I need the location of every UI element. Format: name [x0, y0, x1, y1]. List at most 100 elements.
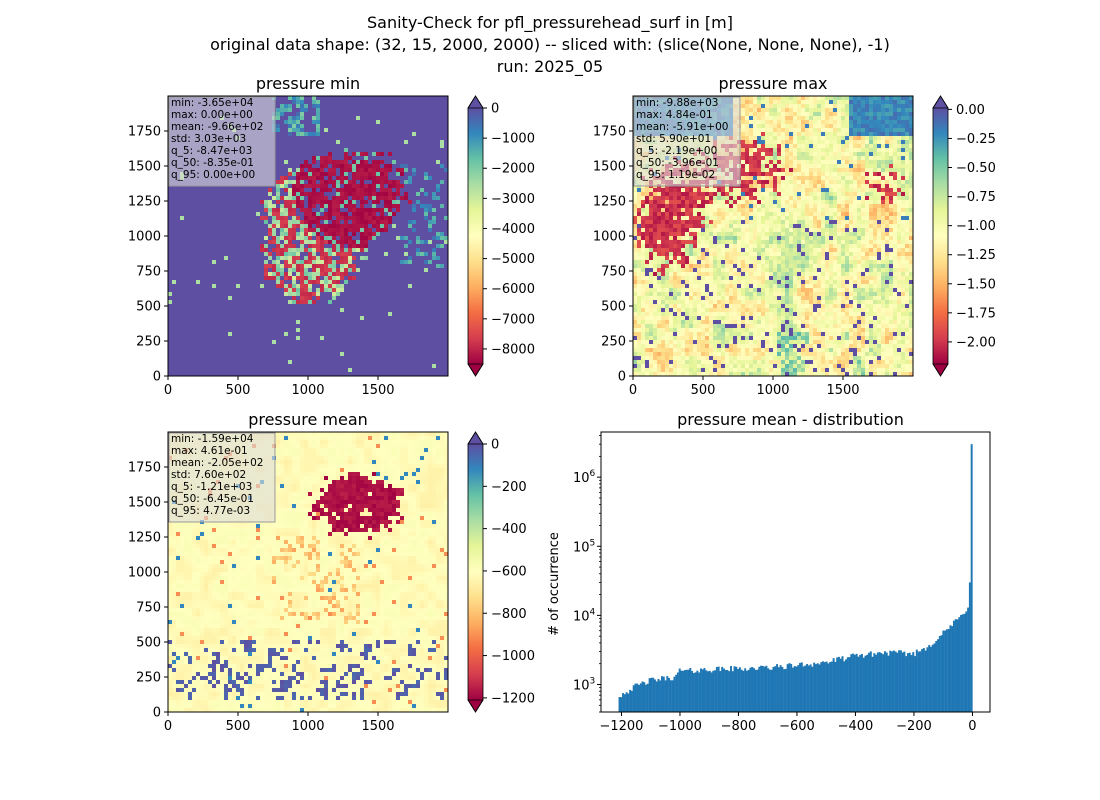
heatmap-cell	[308, 112, 312, 116]
heatmap-cell	[344, 344, 348, 348]
heatmap-cell	[344, 240, 348, 244]
heatmap-cell	[292, 188, 296, 192]
heatmap-cell	[180, 288, 184, 292]
heatmap-cell	[368, 160, 372, 164]
heatmap-cell	[200, 300, 204, 304]
heatmap-cell	[356, 100, 360, 104]
heatmap-cell	[396, 168, 400, 172]
heatmap-cell	[228, 264, 232, 268]
heatmap-cell	[200, 304, 204, 308]
heatmap-cell	[420, 176, 424, 180]
heatmap-cell	[352, 240, 356, 244]
heatmap-cell	[420, 152, 424, 156]
heatmap-cell	[436, 300, 440, 304]
heatmap-cell	[288, 192, 292, 196]
heatmap-cell	[416, 136, 420, 140]
heatmap-cell	[284, 192, 288, 196]
heatmap-cell	[408, 172, 412, 176]
heatmap-cell	[172, 236, 176, 240]
heatmap-cell	[192, 336, 196, 340]
heatmap-cell	[216, 208, 220, 212]
heatmap-cell	[304, 224, 308, 228]
heatmap-cell	[420, 220, 424, 224]
heatmap-cell	[384, 332, 388, 336]
heatmap-cell	[248, 208, 252, 212]
heatmap-cell	[336, 112, 340, 116]
heatmap-cell	[288, 96, 292, 100]
heatmap-cell	[296, 184, 300, 188]
heatmap-cell	[404, 320, 408, 324]
heatmap-cell	[276, 344, 280, 348]
heatmap-cell	[416, 308, 420, 312]
heatmap-cell	[268, 344, 272, 348]
heatmap-cell	[432, 296, 436, 300]
heatmap-cell	[332, 300, 336, 304]
heatmap-cell	[356, 172, 360, 176]
heatmap-cell	[228, 188, 232, 192]
heatmap-cell	[384, 368, 388, 372]
heatmap-cell	[396, 336, 400, 340]
heatmap-cell	[388, 260, 392, 264]
heatmap-cell	[184, 316, 188, 320]
heatmap-cell	[404, 368, 408, 372]
heatmap-cell	[388, 140, 392, 144]
heatmap-cell	[204, 336, 208, 340]
heatmap-cell	[300, 208, 304, 212]
heatmap-cell	[208, 308, 212, 312]
heatmap-cell	[180, 192, 184, 196]
heatmap-cell	[440, 360, 444, 364]
heatmap-cell	[384, 364, 388, 368]
heatmap-cell	[432, 336, 436, 340]
heatmap-cell	[208, 212, 212, 216]
heatmap-cell	[440, 240, 444, 244]
heatmap-cell	[216, 372, 220, 376]
heatmap-cell	[232, 192, 236, 196]
heatmap-cell	[380, 156, 384, 160]
heatmap-cell	[360, 256, 364, 260]
heatmap-cell	[276, 176, 280, 180]
heatmap-cell	[304, 332, 308, 336]
heatmap-cell	[248, 336, 252, 340]
heatmap-cell	[256, 228, 260, 232]
heatmap-cell	[272, 368, 276, 372]
heatmap-cell	[248, 356, 252, 360]
heatmap-cell	[444, 192, 448, 196]
heatmap-cell	[356, 96, 360, 100]
heatmap-cell	[392, 280, 396, 284]
heatmap-cell	[260, 336, 264, 340]
heatmap-cell	[376, 184, 380, 188]
heatmap-cell	[268, 240, 272, 244]
heatmap-cell	[416, 284, 420, 288]
heatmap-cell	[384, 360, 388, 364]
heatmap-cell	[348, 188, 352, 192]
heatmap-cell	[320, 108, 324, 112]
heatmap-cell	[248, 284, 252, 288]
heatmap-cell	[328, 180, 332, 184]
heatmap-cell	[324, 128, 328, 132]
heatmap-cell	[440, 204, 444, 208]
heatmap-cell	[212, 364, 216, 368]
heatmap-cell	[204, 256, 208, 260]
heatmap-cell	[364, 332, 368, 336]
heatmap-cell	[432, 280, 436, 284]
heatmap-cell	[316, 248, 320, 252]
heatmap-cell	[224, 312, 228, 316]
heatmap-cell	[340, 124, 344, 128]
heatmap-cell	[368, 284, 372, 288]
heatmap-cell	[396, 160, 400, 164]
heatmap-cell	[420, 108, 424, 112]
heatmap-cell	[224, 240, 228, 244]
heatmap-cell	[328, 152, 332, 156]
heatmap-cell	[344, 176, 348, 180]
heatmap-cell	[200, 276, 204, 280]
heatmap-cell	[328, 156, 332, 160]
heatmap-cell	[352, 312, 356, 316]
heatmap-cell	[256, 372, 260, 376]
heatmap-cell	[348, 204, 352, 208]
heatmap-cell	[380, 296, 384, 300]
heatmap-cell	[288, 184, 292, 188]
heatmap-cell	[745, 96, 749, 100]
heatmap-cell	[252, 240, 256, 244]
heatmap-cell	[300, 168, 304, 172]
heatmap-cell	[288, 132, 292, 136]
